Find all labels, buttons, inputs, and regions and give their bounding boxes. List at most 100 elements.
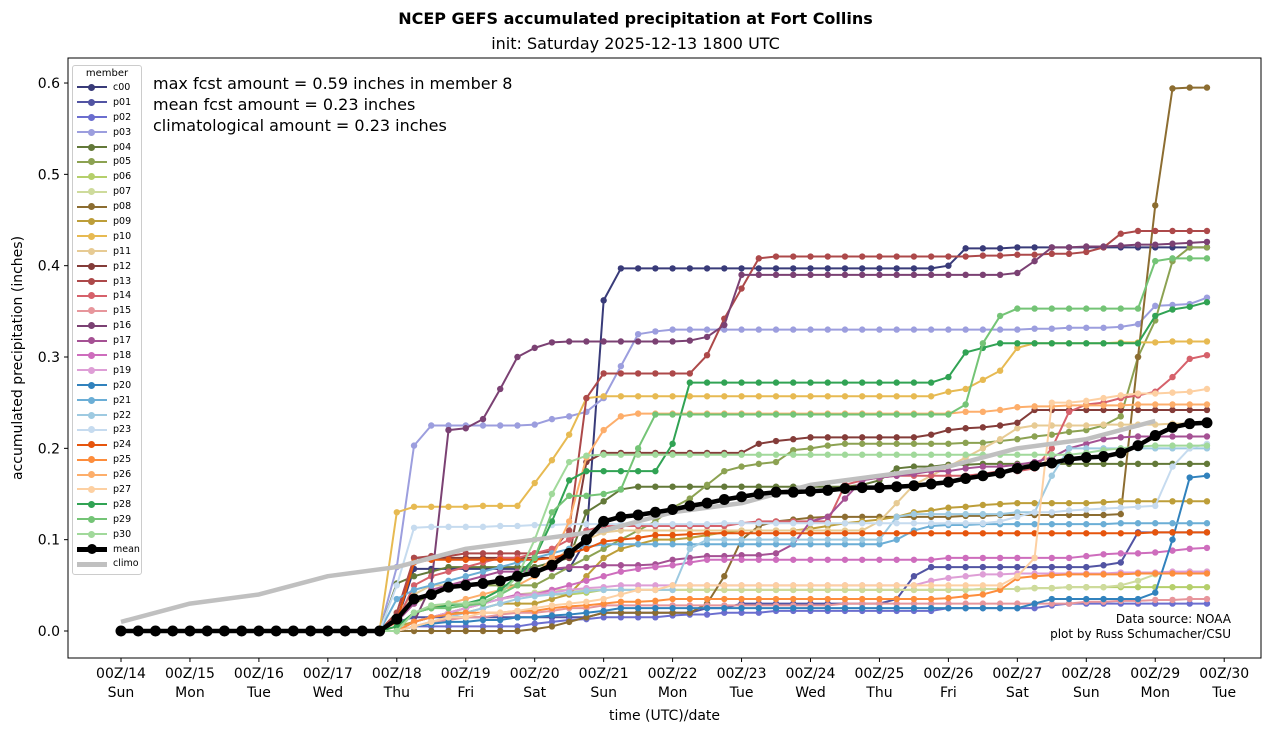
data-point-p26 <box>462 595 469 603</box>
data-point-mean <box>1098 451 1110 463</box>
data-point-p23 <box>1169 463 1176 470</box>
data-point-p04 <box>1134 460 1142 468</box>
x-tick-label: 00Z/20 <box>510 666 560 682</box>
data-point-p13 <box>1152 227 1159 235</box>
data-point-p14 <box>927 472 935 479</box>
data-point-p01 <box>979 563 987 571</box>
data-point-p20 <box>755 604 762 612</box>
data-point-p22 <box>859 536 866 543</box>
data-point-mean <box>270 625 282 637</box>
data-point-p04 <box>634 483 642 490</box>
data-point-p20 <box>738 604 745 612</box>
data-point-p20 <box>962 604 969 612</box>
legend-item-p20: p20 <box>73 378 141 393</box>
data-point-p21 <box>859 541 866 548</box>
data-point-mean <box>563 547 575 559</box>
data-point-p16 <box>462 425 469 432</box>
data-point-p10 <box>876 393 883 400</box>
data-point-p24 <box>755 530 762 537</box>
data-point-mean <box>753 488 765 500</box>
data-point-p12 <box>1134 406 1142 414</box>
axes-frame <box>67 57 1262 659</box>
data-point-p30 <box>1169 442 1176 449</box>
data-point-p13 <box>755 255 762 262</box>
data-point-p05 <box>962 439 969 447</box>
data-point-p29 <box>617 486 625 493</box>
data-point-p21 <box>738 541 745 548</box>
legend-swatch <box>77 425 107 435</box>
x-tick-label: 00Z/17 <box>303 666 353 682</box>
data-point-p11 <box>1065 422 1073 429</box>
data-point-p08 <box>428 627 435 635</box>
data-point-p10 <box>945 388 952 395</box>
legend-label: p30 <box>113 528 132 540</box>
data-point-p29 <box>686 411 694 418</box>
data-point-p25 <box>634 598 642 605</box>
data-point-p05 <box>548 573 556 580</box>
data-point-p30 <box>859 451 866 458</box>
data-point-p24 <box>824 530 831 537</box>
series-mean <box>115 417 1213 637</box>
legend-swatch <box>77 559 107 569</box>
data-point-p23 <box>1048 509 1056 516</box>
data-point-c00 <box>945 262 952 269</box>
data-point-p08 <box>1100 511 1107 519</box>
legend-label: climo <box>113 558 139 570</box>
data-point-p04 <box>1100 460 1107 468</box>
data-point-p20 <box>876 604 883 612</box>
data-point-p22 <box>824 536 831 543</box>
data-point-p13 <box>1065 250 1073 258</box>
data-point-p20 <box>772 604 780 612</box>
data-point-p23 <box>479 523 487 531</box>
data-point-p08 <box>652 609 659 616</box>
data-point-p30 <box>1203 442 1211 449</box>
data-point-p17 <box>738 551 745 559</box>
data-point-p27 <box>841 582 849 589</box>
data-point-p05 <box>1117 413 1124 420</box>
data-point-p13 <box>790 253 797 260</box>
data-point-p18 <box>807 556 814 563</box>
data-point-p13 <box>652 370 659 377</box>
data-point-p02 <box>617 614 625 621</box>
legend-swatch <box>77 336 107 346</box>
legend-label: p20 <box>113 379 132 391</box>
data-point-p09 <box>962 503 969 510</box>
data-point-p09 <box>1014 499 1021 507</box>
data-point-p10 <box>807 393 814 400</box>
data-point-p23 <box>945 520 952 527</box>
legend-item-p04: p04 <box>73 140 141 155</box>
data-point-p23 <box>996 518 1004 525</box>
data-point-p18 <box>1100 551 1107 558</box>
data-point-mean <box>1184 418 1196 430</box>
data-point-p10 <box>634 393 642 400</box>
data-point-p05 <box>600 545 607 553</box>
data-point-p20 <box>807 604 814 612</box>
data-point-p03 <box>514 422 521 429</box>
data-point-mean <box>477 578 489 590</box>
data-point-p30 <box>634 451 642 458</box>
data-point-p12 <box>979 424 987 431</box>
legend-marker <box>88 98 95 106</box>
x-tick-day: Thu <box>865 685 892 701</box>
data-point-p12 <box>962 425 969 432</box>
data-point-c00 <box>824 265 831 272</box>
data-point-p03 <box>634 330 642 338</box>
legend-item-p15: p15 <box>73 303 141 318</box>
data-point-p02 <box>548 618 556 626</box>
data-point-p02 <box>1186 600 1193 607</box>
data-point-p16 <box>721 321 728 329</box>
data-point-p13 <box>893 253 900 260</box>
data-point-c00 <box>721 265 728 272</box>
data-point-p28 <box>600 467 607 475</box>
data-point-p25 <box>807 595 814 603</box>
data-point-p05 <box>876 440 883 447</box>
series-p08 <box>117 84 1211 635</box>
data-point-p10 <box>410 503 418 510</box>
data-point-p27 <box>531 604 538 612</box>
data-point-p30 <box>462 600 469 607</box>
data-point-p05 <box>686 495 694 502</box>
data-point-p20 <box>1048 595 1056 603</box>
data-point-p25 <box>772 595 780 603</box>
data-point-p19 <box>962 573 969 580</box>
data-point-p13 <box>910 253 918 260</box>
